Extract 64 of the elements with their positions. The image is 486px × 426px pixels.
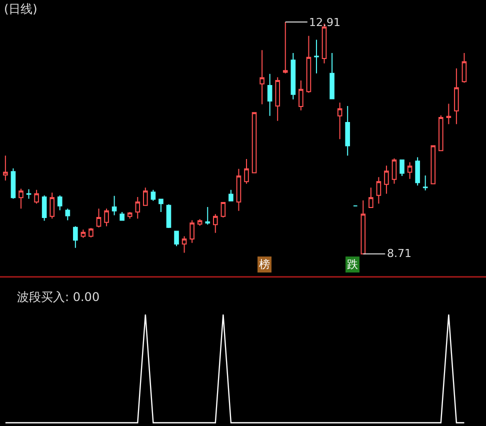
candlestick bbox=[337, 102, 342, 140]
candlestick bbox=[104, 208, 109, 227]
candlestick bbox=[143, 187, 148, 206]
text: 跌 bbox=[347, 258, 358, 271]
candlestick bbox=[150, 189, 156, 202]
candlestick bbox=[26, 188, 32, 200]
candlestick bbox=[220, 202, 226, 218]
candlestick bbox=[190, 220, 194, 244]
candlestick bbox=[376, 176, 382, 204]
candlestick bbox=[228, 189, 234, 202]
candlestick bbox=[166, 204, 172, 228]
candlestick bbox=[462, 52, 467, 84]
candlestick bbox=[174, 230, 179, 247]
candlestick bbox=[446, 103, 452, 125]
candlestick bbox=[267, 73, 272, 116]
annotation: 8.71 bbox=[387, 247, 412, 260]
candlestick bbox=[282, 22, 288, 74]
candlestick bbox=[384, 165, 389, 194]
candlestick bbox=[252, 112, 257, 174]
candlestick bbox=[197, 218, 202, 226]
candlestick bbox=[50, 192, 54, 220]
candlestick bbox=[120, 211, 124, 222]
candlestick bbox=[65, 208, 70, 221]
candlestick bbox=[127, 211, 132, 220]
text: 榜 bbox=[259, 258, 270, 271]
chart-title: 波段买入: 0.00 bbox=[17, 290, 100, 304]
candlestick bbox=[430, 145, 436, 184]
candlestick bbox=[438, 114, 444, 152]
candlestick bbox=[73, 226, 78, 248]
candlestick bbox=[330, 52, 334, 100]
candlestick bbox=[158, 198, 164, 212]
candlestick bbox=[275, 76, 280, 122]
candlestick bbox=[244, 158, 249, 184]
candlestick bbox=[415, 156, 420, 186]
candlestick bbox=[290, 52, 296, 100]
candlestick bbox=[360, 200, 366, 254]
chart-title: (日线) bbox=[4, 2, 38, 16]
candlestick bbox=[182, 236, 187, 254]
candlestick bbox=[212, 214, 218, 234]
candlestick bbox=[392, 158, 397, 184]
annotation: 12.91 bbox=[309, 16, 340, 29]
candlestick bbox=[400, 160, 404, 177]
candlestick bbox=[18, 188, 24, 210]
candlestick bbox=[345, 105, 350, 156]
candlestick bbox=[407, 162, 412, 180]
candlestick bbox=[10, 168, 16, 200]
candlestick bbox=[422, 175, 428, 191]
candlestick bbox=[80, 229, 86, 238]
candlestick bbox=[34, 189, 39, 204]
candlestick bbox=[236, 168, 242, 212]
candlestick bbox=[454, 68, 459, 125]
candlestick bbox=[57, 194, 62, 211]
candlestick bbox=[368, 187, 374, 208]
candlestick bbox=[306, 35, 312, 94]
candlestick bbox=[314, 39, 319, 74]
candlestick bbox=[3, 155, 8, 181]
candlestick bbox=[260, 50, 264, 105]
candlestick bbox=[298, 80, 304, 111]
candlestick bbox=[135, 196, 140, 220]
candlestick bbox=[112, 195, 117, 216]
candlestick bbox=[205, 206, 210, 226]
candlestick bbox=[88, 227, 94, 238]
candlestick bbox=[96, 208, 102, 228]
candlestick bbox=[42, 194, 47, 222]
